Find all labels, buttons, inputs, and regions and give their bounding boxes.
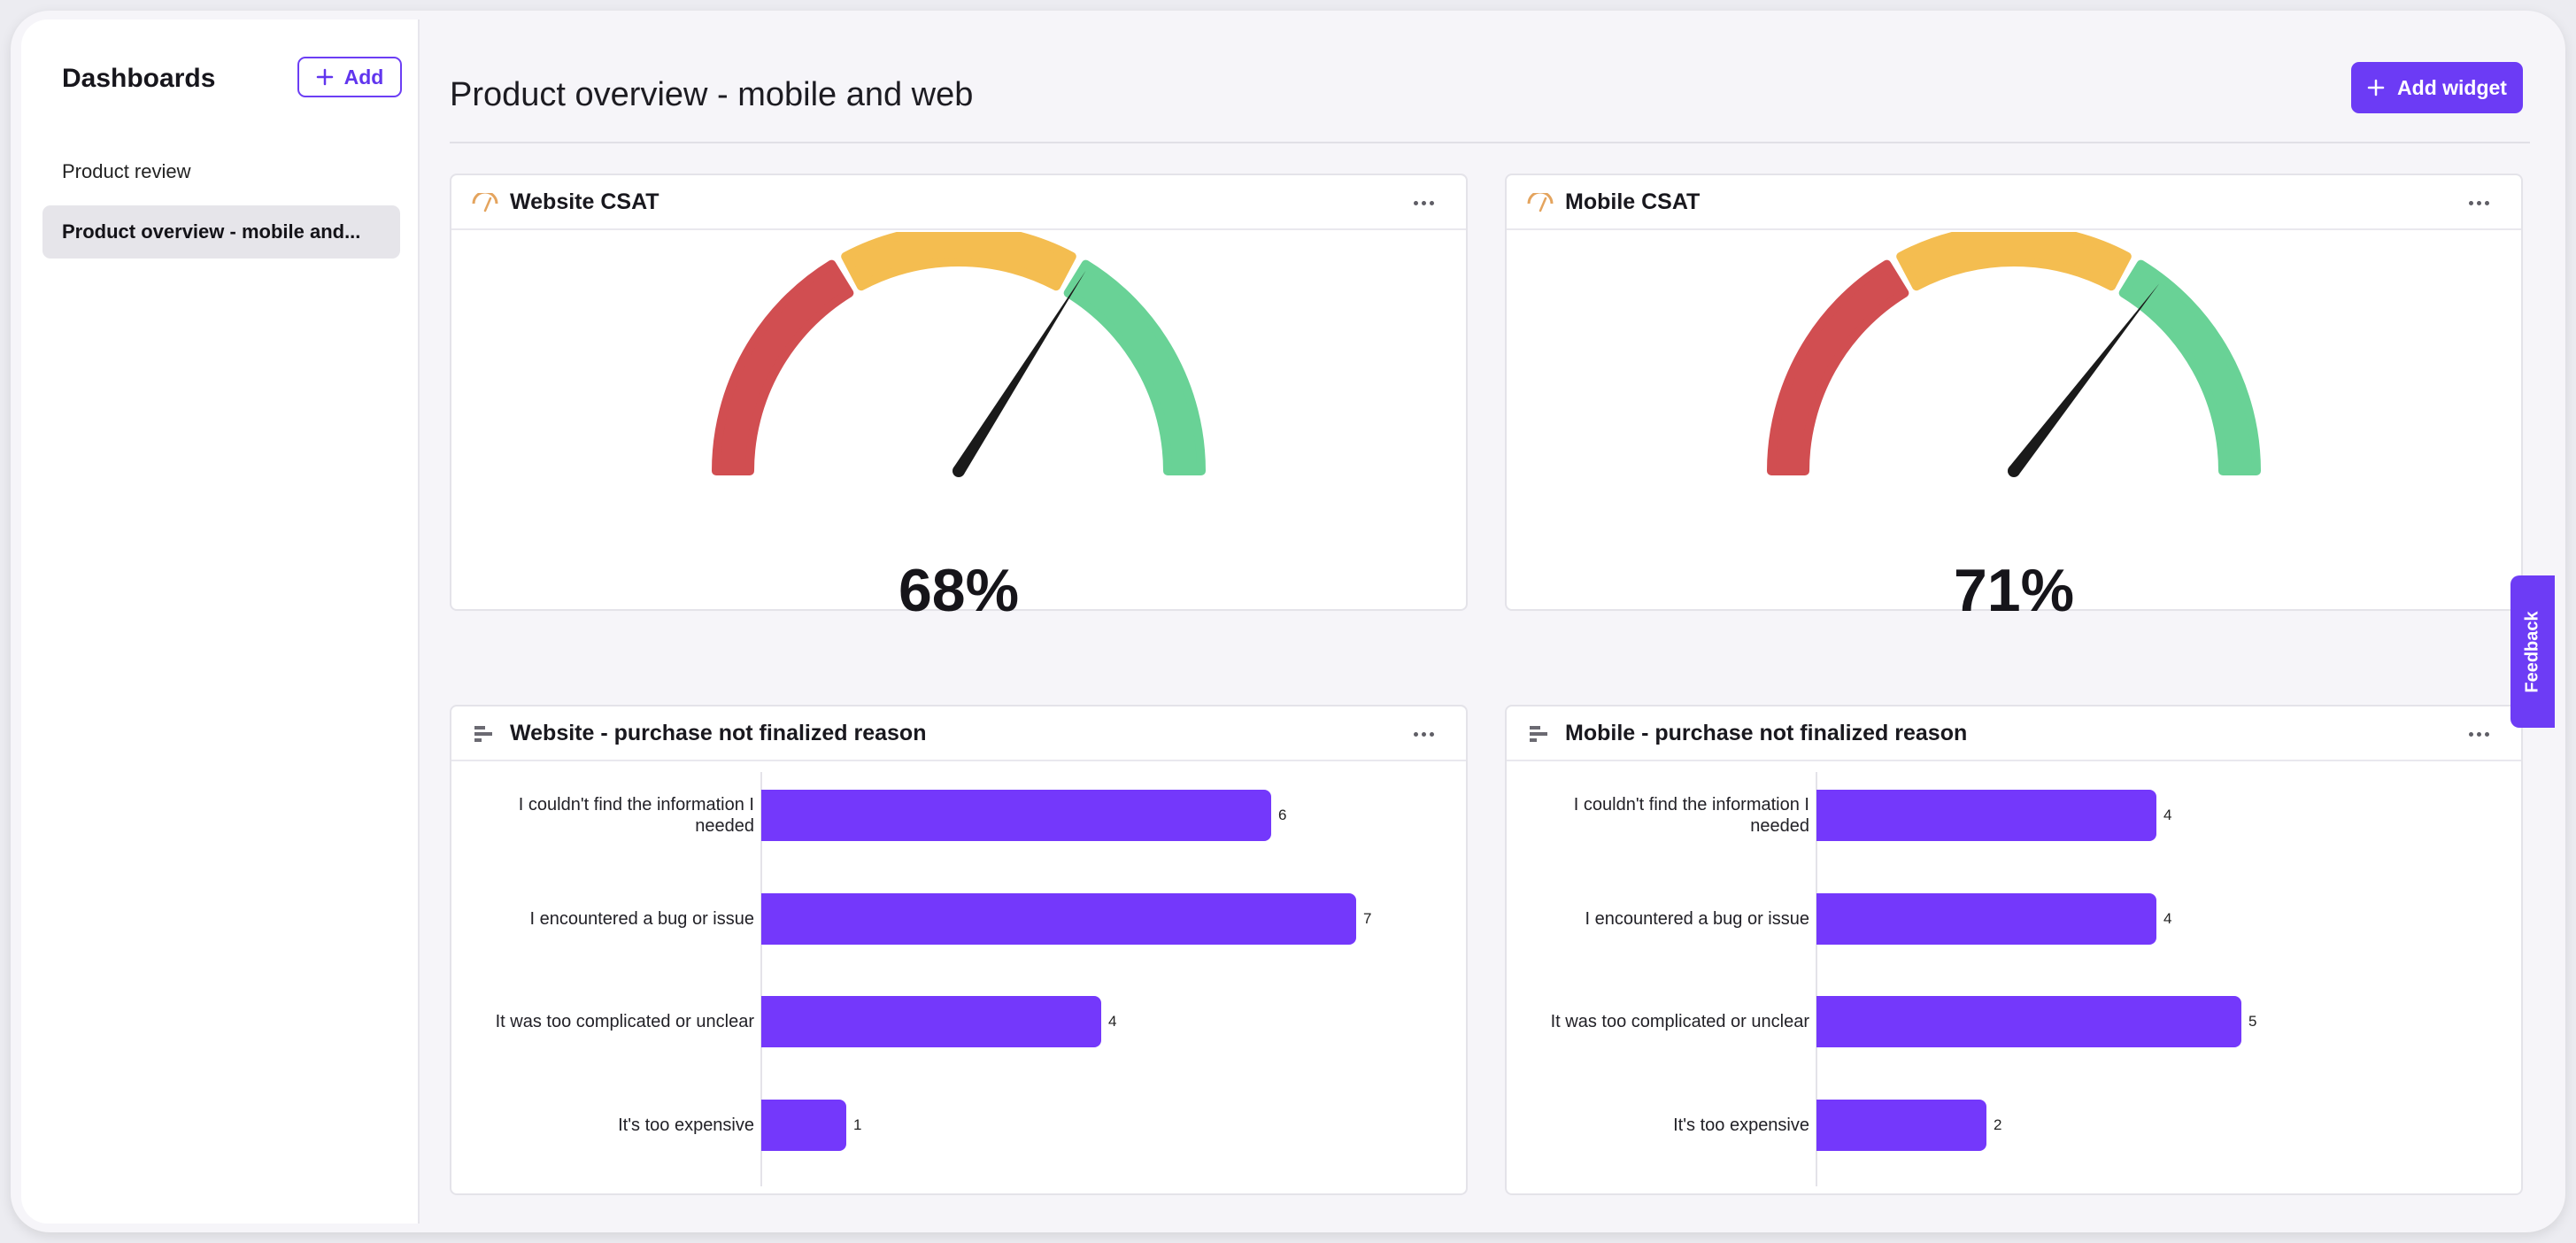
gauge-segment-mid bbox=[1896, 232, 2132, 291]
sidebar-item-label: Product review bbox=[62, 160, 191, 182]
header-divider bbox=[450, 142, 2530, 143]
bar-category-label: I encountered a bug or issue bbox=[529, 909, 754, 929]
bar[interactable] bbox=[761, 790, 1271, 841]
bar-value-label: 7 bbox=[1363, 910, 1372, 927]
widget-title: Website - purchase not finalized reason bbox=[510, 721, 927, 745]
bar[interactable] bbox=[761, 996, 1101, 1047]
widget-title: Mobile - purchase not finalized reason bbox=[1565, 721, 1968, 745]
bar-category-label: I encountered a bug or issue bbox=[1585, 909, 1809, 929]
bar-value-label: 4 bbox=[1108, 1013, 1117, 1030]
gauge-hub bbox=[953, 465, 965, 477]
sidebar-item-product-review[interactable]: Product review bbox=[42, 145, 400, 198]
widget-title: Website CSAT bbox=[510, 189, 659, 214]
bar-value-label: 4 bbox=[2163, 807, 2172, 823]
widget-header: Website CSAT bbox=[451, 175, 1466, 230]
add-widget-label: Add widget bbox=[2397, 75, 2507, 99]
gauge-segment-high bbox=[2118, 259, 2261, 475]
add-dashboard-label: Add bbox=[343, 65, 384, 89]
more-options-button[interactable] bbox=[1406, 722, 1441, 745]
plus-icon bbox=[2367, 79, 2385, 97]
gauge-segment-high bbox=[1063, 259, 1206, 475]
chart-axis bbox=[1816, 772, 1817, 1186]
bar-category-label: I couldn't find the information I needed bbox=[518, 795, 754, 836]
website-csat-widget: Website CSAT 68% bbox=[450, 174, 1468, 624]
website-reason-widget: Website - purchase not finalized reason … bbox=[450, 705, 1468, 1195]
bar-category-label: It's too expensive bbox=[1673, 1116, 1809, 1135]
bar-chart-icon bbox=[474, 726, 492, 742]
bar-chart: I couldn't find the information I needed… bbox=[1507, 763, 2521, 1193]
feedback-tab[interactable]: Feedback bbox=[2510, 575, 2555, 728]
bar-category-label: It was too complicated or unclear bbox=[1550, 1012, 1809, 1031]
plus-icon bbox=[316, 68, 333, 86]
gauge-hub bbox=[2008, 465, 2020, 477]
sidebar: Dashboards Add Product review Product ov… bbox=[21, 19, 420, 1224]
bar-value-label: 5 bbox=[2248, 1013, 2257, 1030]
sidebar-item-product-overview[interactable]: Product overview - mobile and... bbox=[42, 205, 400, 259]
bar-category-label: It was too complicated or unclear bbox=[495, 1012, 754, 1031]
bar-value-label: 1 bbox=[853, 1116, 862, 1133]
gauge-icon bbox=[1527, 193, 1554, 212]
bar[interactable] bbox=[761, 1100, 846, 1151]
bar-category-label: I couldn't find the information I needed bbox=[1573, 795, 1809, 836]
gauge-needle bbox=[953, 270, 1086, 475]
bar-value-label: 4 bbox=[2163, 910, 2172, 927]
gauge-segment-low bbox=[1767, 259, 1909, 475]
feedback-label: Feedback bbox=[2522, 610, 2542, 693]
bar-category-label: It's too expensive bbox=[618, 1116, 754, 1135]
bar[interactable] bbox=[761, 893, 1356, 945]
more-options-button[interactable] bbox=[1406, 191, 1441, 214]
gauge-segment-low bbox=[712, 259, 854, 475]
page-title: Product overview - mobile and web bbox=[450, 76, 974, 113]
more-options-button[interactable] bbox=[2461, 722, 2496, 745]
bar[interactable] bbox=[1816, 1100, 1986, 1151]
bar-chart-icon bbox=[1530, 726, 1547, 742]
mobile-csat-widget: Mobile CSAT 71% bbox=[1505, 174, 2523, 624]
gauge-chart bbox=[1767, 232, 2261, 477]
gauge-chart bbox=[712, 232, 1206, 477]
widget-header: Mobile CSAT bbox=[1507, 175, 2521, 230]
gauge-icon bbox=[472, 193, 498, 212]
sidebar-item-label: Product overview - mobile and... bbox=[62, 220, 361, 243]
bar-chart: I couldn't find the information I needed… bbox=[451, 763, 1466, 1193]
widget-header: Website - purchase not finalized reason bbox=[451, 706, 1466, 761]
bar-value-label: 2 bbox=[1994, 1116, 2002, 1133]
widget-title: Mobile CSAT bbox=[1565, 189, 1701, 214]
bar[interactable] bbox=[1816, 996, 2241, 1047]
bar[interactable] bbox=[1816, 790, 2156, 841]
widget-header: Mobile - purchase not finalized reason bbox=[1507, 706, 2521, 761]
gauge-value: 71% bbox=[1953, 557, 2075, 624]
app-frame: Dashboards Add Product review Product ov… bbox=[11, 11, 2565, 1232]
add-dashboard-button[interactable]: Add bbox=[297, 57, 402, 97]
add-widget-button[interactable]: Add widget bbox=[2351, 62, 2523, 113]
more-options-button[interactable] bbox=[2461, 191, 2496, 214]
bar-value-label: 6 bbox=[1278, 807, 1287, 823]
chart-axis bbox=[760, 772, 762, 1186]
gauge-segment-mid bbox=[841, 232, 1076, 291]
mobile-reason-widget: Mobile - purchase not finalized reason I… bbox=[1505, 705, 2523, 1195]
sidebar-title: Dashboards bbox=[62, 64, 216, 93]
bar[interactable] bbox=[1816, 893, 2156, 945]
gauge-needle bbox=[2009, 283, 2160, 475]
gauge-value: 68% bbox=[898, 557, 1020, 624]
